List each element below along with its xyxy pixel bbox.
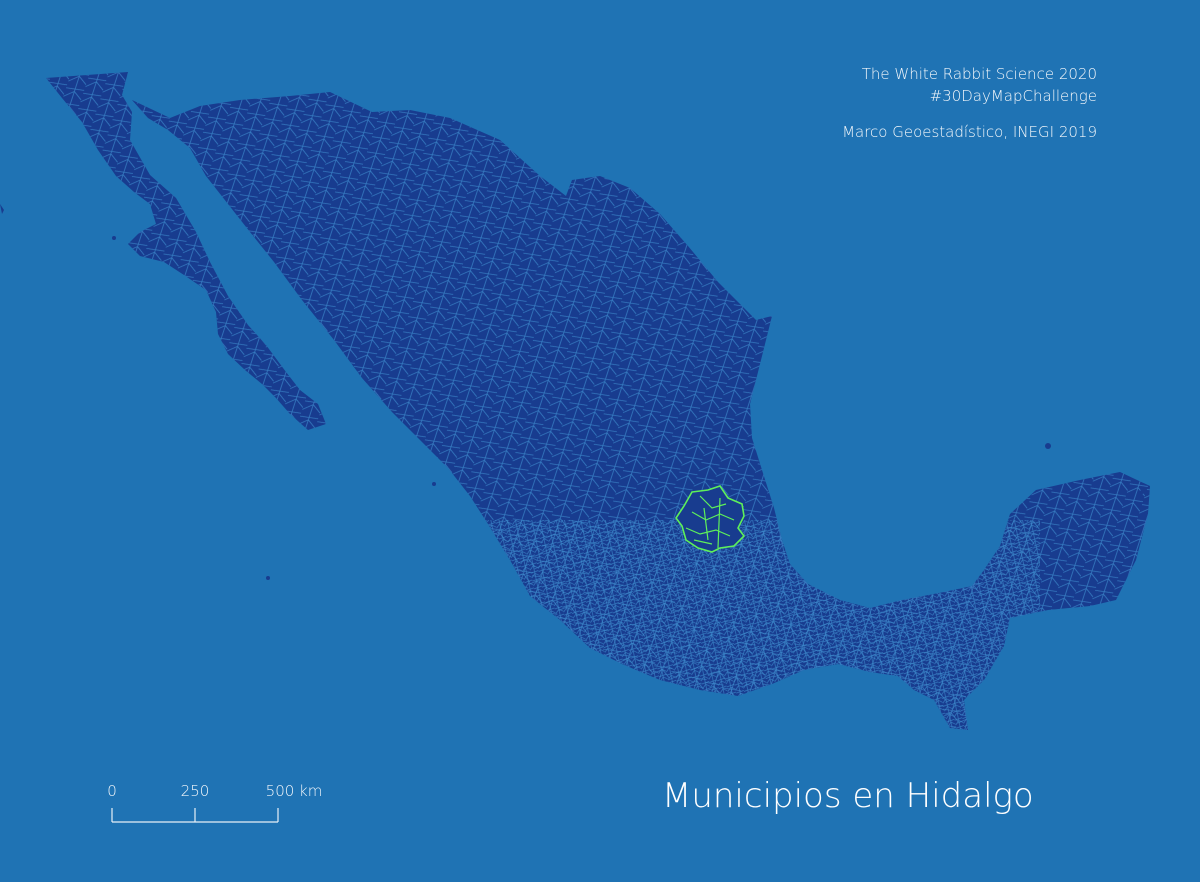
credits-block: The White Rabbit Science 2020 #30DayMapC… [842, 63, 1097, 143]
hidalgo-highlight [675, 485, 746, 553]
scale-label-0: 0 [107, 782, 117, 800]
credits-line-source: Marco Geoestadístico, INEGI 2019 [842, 123, 1097, 141]
scale-bar: 0 250 500 km [104, 782, 334, 832]
credits-line-author: The White Rabbit Science 2020 [861, 65, 1097, 83]
scale-bar-line [111, 808, 279, 823]
map-title: Municipios en Hidalgo [662, 776, 1034, 816]
islands [0, 204, 1144, 580]
scale-label-250: 250 [180, 782, 210, 800]
scale-label-500: 500 km [265, 782, 323, 800]
baja-california-peninsula [46, 72, 326, 430]
mainland-mexico [132, 92, 1150, 730]
credits-line-hashtag: #30DayMapChallenge [929, 87, 1097, 105]
